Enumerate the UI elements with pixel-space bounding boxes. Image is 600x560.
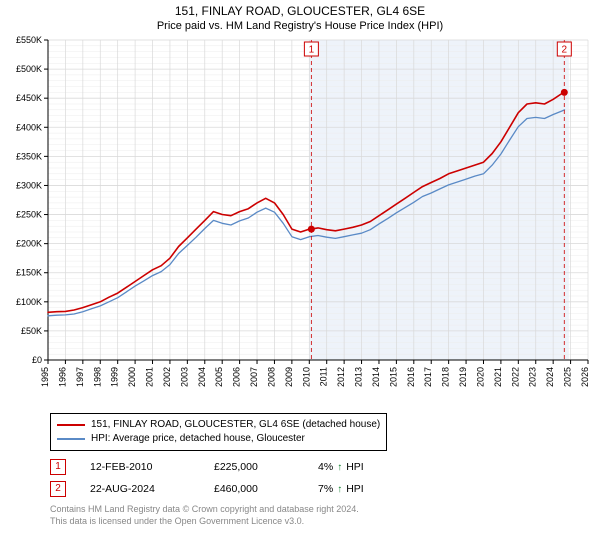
chart-area: £0 £50K £100K £150K £200K £250K £300K £350K £400… <box>0 32 600 407</box>
svg-text:2021: 2021 <box>493 367 503 387</box>
svg-text:2011: 2011 <box>319 367 329 386</box>
svg-text:2006: 2006 <box>232 367 242 387</box>
svg-text:2024: 2024 <box>545 367 555 387</box>
svg-text:2: 2 <box>562 45 568 56</box>
svg-text:£200K: £200K <box>16 239 42 249</box>
legend-swatch <box>57 438 85 440</box>
legend-swatch <box>57 424 85 426</box>
svg-text:£250K: £250K <box>16 210 42 220</box>
footer-line-1: Contains HM Land Registry data © Crown c… <box>50 503 600 515</box>
sales-marker-1: 1 <box>50 459 66 475</box>
legend-label: 151, FINLAY ROAD, GLOUCESTER, GL4 6SE (d… <box>91 418 380 432</box>
svg-text:2020: 2020 <box>475 367 485 387</box>
svg-text:2003: 2003 <box>179 367 189 387</box>
svg-text:2022: 2022 <box>510 367 520 387</box>
svg-text:1: 1 <box>309 45 315 56</box>
sales-pct: 4%↑HPI <box>318 461 398 473</box>
svg-text:£450K: £450K <box>16 93 42 103</box>
svg-text:2009: 2009 <box>284 367 294 387</box>
svg-text:1998: 1998 <box>92 367 102 387</box>
svg-text:2010: 2010 <box>301 367 311 387</box>
svg-text:£500K: £500K <box>16 64 42 74</box>
chart-header: 151, FINLAY ROAD, GLOUCESTER, GL4 6SE Pr… <box>0 0 600 32</box>
svg-text:1997: 1997 <box>75 367 85 387</box>
svg-text:2017: 2017 <box>423 367 433 387</box>
sales-price: £460,000 <box>214 483 294 495</box>
legend: 151, FINLAY ROAD, GLOUCESTER, GL4 6SE (d… <box>50 413 387 451</box>
svg-text:2013: 2013 <box>354 367 364 387</box>
svg-text:2015: 2015 <box>388 367 398 387</box>
sales-date: 12-FEB-2010 <box>90 461 190 473</box>
sale-dot-1 <box>308 226 315 233</box>
svg-text:2004: 2004 <box>197 367 207 387</box>
chart-title: 151, FINLAY ROAD, GLOUCESTER, GL4 6SE <box>0 4 600 18</box>
sale-dot-2 <box>561 89 568 96</box>
svg-text:£550K: £550K <box>16 35 42 45</box>
chart-subtitle: Price paid vs. HM Land Registry's House … <box>0 20 600 32</box>
svg-text:2000: 2000 <box>127 367 137 387</box>
price-chart-svg: £0 £50K £100K £150K £200K £250K £300K £350K £400… <box>0 32 600 402</box>
svg-text:2025: 2025 <box>563 367 573 387</box>
svg-text:1999: 1999 <box>110 367 120 387</box>
svg-text:2014: 2014 <box>371 367 381 387</box>
svg-text:2002: 2002 <box>162 367 172 387</box>
arrow-up-icon: ↑ <box>337 484 342 495</box>
svg-text:2019: 2019 <box>458 367 468 387</box>
sales-marker-2: 2 <box>50 481 66 497</box>
sales-row: 2 22-AUG-2024 £460,000 7%↑HPI <box>50 481 600 497</box>
legend-label: HPI: Average price, detached house, Glou… <box>91 432 305 446</box>
svg-text:2008: 2008 <box>266 367 276 387</box>
svg-text:2023: 2023 <box>528 367 538 387</box>
svg-text:£350K: £350K <box>16 151 42 161</box>
svg-text:1995: 1995 <box>40 367 50 387</box>
svg-text:2005: 2005 <box>214 367 224 387</box>
svg-text:£50K: £50K <box>21 326 42 336</box>
svg-text:£0: £0 <box>32 355 42 365</box>
footer-line-2: This data is licensed under the Open Gov… <box>50 515 600 527</box>
legend-row: HPI: Average price, detached house, Glou… <box>57 432 380 446</box>
svg-text:£300K: £300K <box>16 180 42 190</box>
legend-row: 151, FINLAY ROAD, GLOUCESTER, GL4 6SE (d… <box>57 418 380 432</box>
sales-date: 22-AUG-2024 <box>90 483 190 495</box>
svg-text:£100K: £100K <box>16 297 42 307</box>
svg-text:2012: 2012 <box>336 367 346 387</box>
svg-text:2018: 2018 <box>441 367 451 387</box>
footer-notice: Contains HM Land Registry data © Crown c… <box>50 503 600 527</box>
arrow-up-icon: ↑ <box>337 462 342 473</box>
svg-text:£400K: £400K <box>16 122 42 132</box>
svg-text:1996: 1996 <box>57 367 67 387</box>
svg-text:2007: 2007 <box>249 367 259 387</box>
svg-text:2026: 2026 <box>580 367 590 387</box>
svg-text:2016: 2016 <box>406 367 416 387</box>
sales-pct: 7%↑HPI <box>318 483 398 495</box>
sales-row: 1 12-FEB-2010 £225,000 4%↑HPI <box>50 459 600 475</box>
sales-price: £225,000 <box>214 461 294 473</box>
svg-text:£150K: £150K <box>16 268 42 278</box>
sales-table: 1 12-FEB-2010 £225,000 4%↑HPI 2 22-AUG-2024 £4… <box>50 459 600 497</box>
svg-text:2001: 2001 <box>145 367 155 387</box>
